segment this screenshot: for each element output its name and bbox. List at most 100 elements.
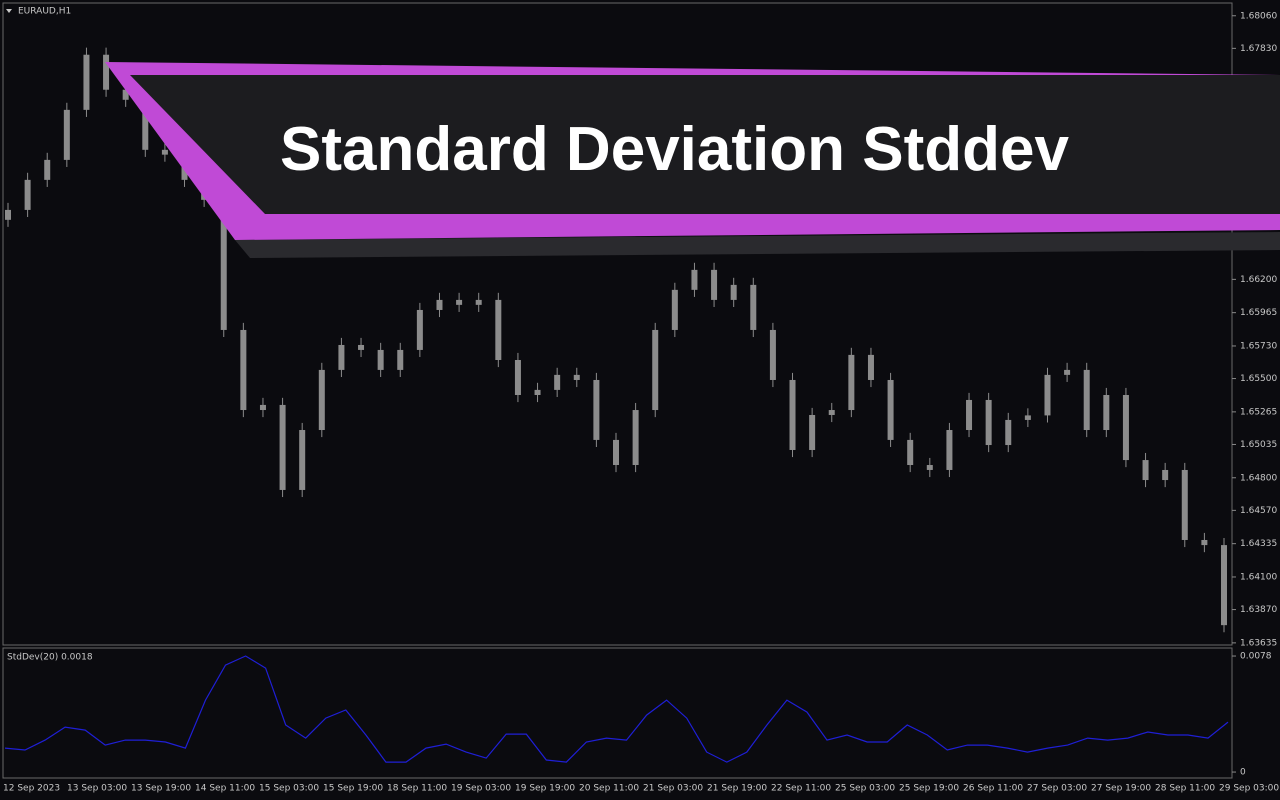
banner-title: Standard Deviation Stddev [280,115,1069,184]
candle-body [1005,419,1012,446]
x-tick-label: 21 Sep 03:00 [643,784,703,794]
candle-body [711,269,718,300]
x-tick-label: 19 Sep 03:00 [451,784,511,794]
candle-body [907,439,914,466]
candle-body [1044,374,1051,416]
banner-box [130,75,1280,214]
candle-body [1103,395,1110,431]
x-tick-label: 27 Sep 19:00 [1091,784,1151,794]
x-tick-label: 25 Sep 19:00 [899,784,959,794]
stddev-line [4,655,1229,763]
y-tick-label: 1.65035 [1240,440,1277,450]
candle-body [573,374,580,380]
candle-body [397,349,404,370]
candle-body [613,439,619,466]
y-tick-label: 1.68060 [1240,11,1277,21]
candle-body [514,359,521,396]
y-tick-label: 1.65730 [1240,341,1277,351]
x-tick-label: 14 Sep 11:00 [195,784,255,794]
x-tick-label: 27 Sep 03:00 [1027,784,1087,794]
y-tick-label: 1.64100 [1240,572,1277,582]
candle-body [809,414,816,450]
candle-body [730,284,737,300]
x-tick-label: 28 Sep 11:00 [1155,784,1215,794]
candle-body [750,284,757,330]
y-tick-label: 1.64335 [1240,539,1277,549]
candle-body [769,329,776,380]
y-tick-label: 0 [1240,768,1246,778]
y-tick-label: 1.66200 [1240,275,1277,285]
candle-body [24,179,31,210]
candle-body [1083,369,1090,431]
candle-body [475,299,482,305]
candle-body [691,269,698,290]
candle-body [1221,545,1227,626]
candle-body [887,379,894,440]
symbol-menu-arrow[interactable] [6,9,12,13]
candle-body [63,109,70,160]
x-tick-label: 20 Sep 11:00 [579,784,639,794]
x-tick-label: 12 Sep 2023 [3,784,60,794]
candle-body [926,465,933,470]
y-tick-label: 1.63870 [1240,605,1277,615]
candle-body [985,399,992,446]
candle-body [593,379,600,440]
y-tick-label: 1.64800 [1240,473,1277,483]
candle-body [83,54,90,110]
candle-body [828,410,835,415]
candle-body [44,159,51,180]
candle-body [279,404,286,490]
candle-body [632,410,639,466]
candle-body [1024,415,1031,420]
candle-body [671,289,678,330]
y-tick-label: 0.0078 [1240,652,1272,662]
x-tick-label: 25 Sep 03:00 [835,784,895,794]
x-tick-label: 21 Sep 19:00 [707,784,767,794]
candle-body [259,404,266,411]
candle-body [318,369,325,431]
candle-body [495,299,502,360]
candle-body [946,430,953,470]
candle-body [652,329,659,411]
candle-body [456,299,463,305]
candle-body [534,389,541,396]
candle-body [554,374,561,390]
candle-body [966,399,973,431]
x-tick-label: 22 Sep 11:00 [771,784,831,794]
x-tick-label: 13 Sep 19:00 [131,784,191,794]
candle-body [1181,469,1188,540]
candle-body [142,99,149,150]
candle-body [1201,539,1208,546]
y-tick-label: 1.64570 [1240,506,1277,516]
x-tick-label: 19 Sep 19:00 [515,784,575,794]
symbol-label: EURAUD,H1 [18,7,71,17]
candle-body [1064,369,1071,375]
x-tick-label: 15 Sep 03:00 [259,784,319,794]
indicator-pane: 0.0078 0 [4,652,1272,778]
candle-body [867,354,874,380]
candle-body [103,54,110,90]
candle-body [220,199,227,330]
candle-body [299,430,306,490]
banner-shadow [235,232,1280,258]
y-tick-label: 1.65265 [1240,407,1277,417]
candle-body [848,354,855,411]
candle-body [338,344,345,370]
candle-body [436,299,443,310]
candle-body [1122,395,1129,461]
candle-body [161,149,168,155]
y-tick-label: 1.67830 [1240,44,1277,54]
x-tick-label: 29 Sep 03:00 [1219,784,1279,794]
candle-body [1162,469,1169,481]
main-pane-frame [2,2,1233,646]
x-tick-label: 15 Sep 19:00 [323,784,383,794]
candle-body [377,349,384,370]
indicator-pane-frame [2,647,1233,779]
x-tick-label: 18 Sep 11:00 [387,784,447,794]
y-tick-label: 1.65965 [1240,308,1277,318]
candle-body [416,309,423,350]
candle-body [358,344,365,350]
candle-body [789,379,796,450]
candle-body [240,329,247,411]
